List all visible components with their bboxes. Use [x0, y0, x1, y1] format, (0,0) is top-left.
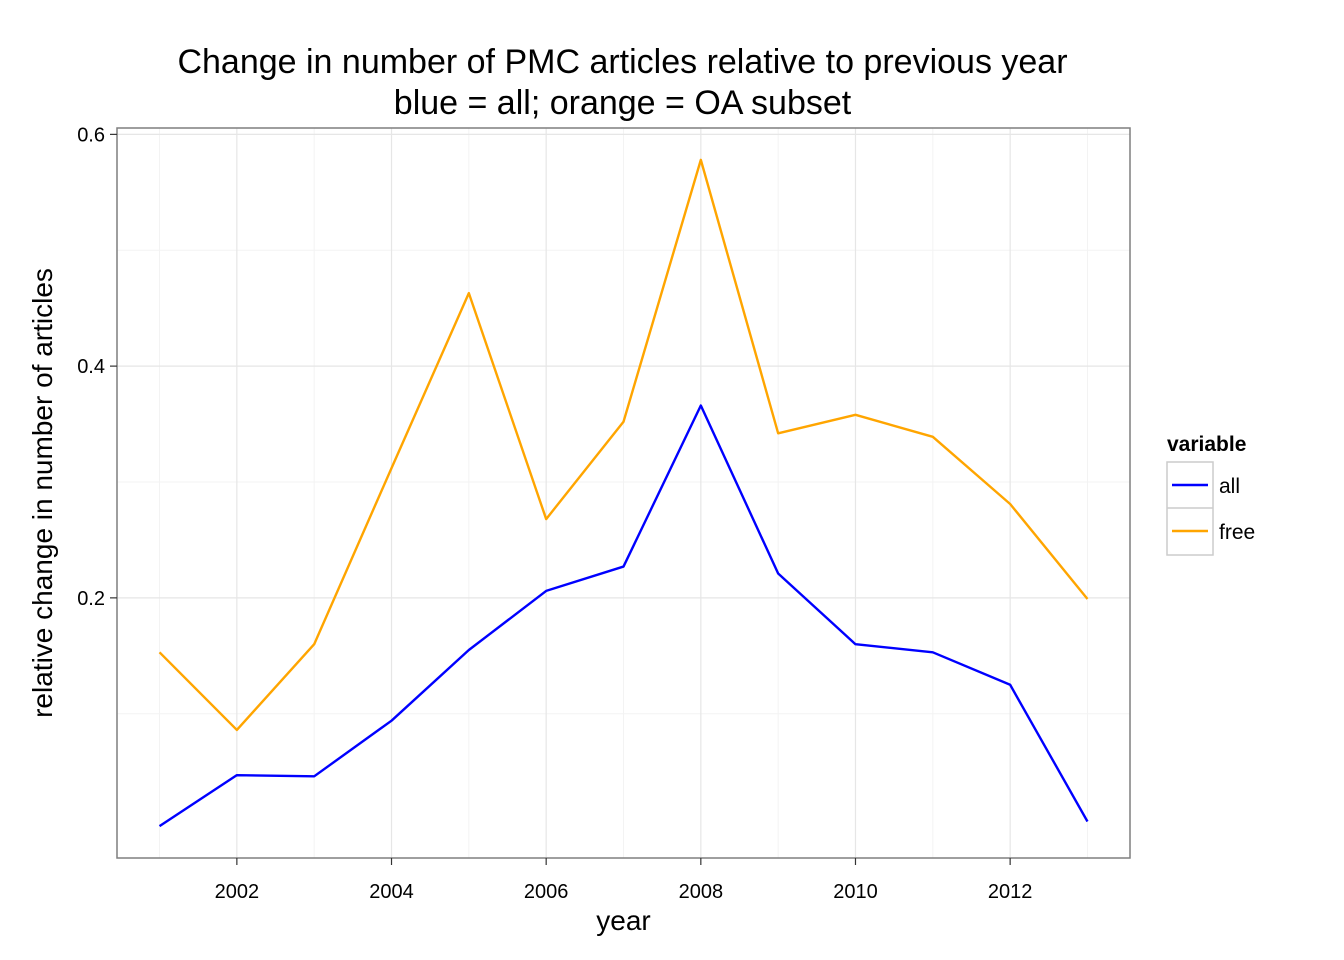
x-tick-label: 2010: [833, 881, 878, 903]
x-tick-label: 2006: [524, 881, 569, 903]
x-axis-label: year: [596, 905, 650, 936]
series-line-free: [158, 158, 1089, 732]
legend-label-free: free: [1219, 521, 1255, 544]
y-tick-label: 0.2: [77, 588, 105, 610]
y-tick-label: 0.6: [77, 124, 105, 146]
y-axis-label: relative change in number of articles: [27, 268, 58, 718]
x-tick-label: 2012: [988, 881, 1033, 903]
plot-border: [116, 127, 1131, 859]
chart-subtitle: blue = all; orange = OA subset: [393, 84, 852, 122]
y-tick-label: 0.4: [77, 356, 105, 378]
chart-title: Change in number of PMC articles relativ…: [177, 43, 1068, 81]
legend-title: variable: [1167, 433, 1246, 456]
x-tick-label: 2008: [679, 881, 724, 903]
x-tick-label: 2004: [369, 881, 414, 903]
series-line-all: [158, 404, 1089, 828]
legend-label-all: all: [1219, 475, 1240, 498]
x-tick-label: 2002: [215, 881, 260, 903]
